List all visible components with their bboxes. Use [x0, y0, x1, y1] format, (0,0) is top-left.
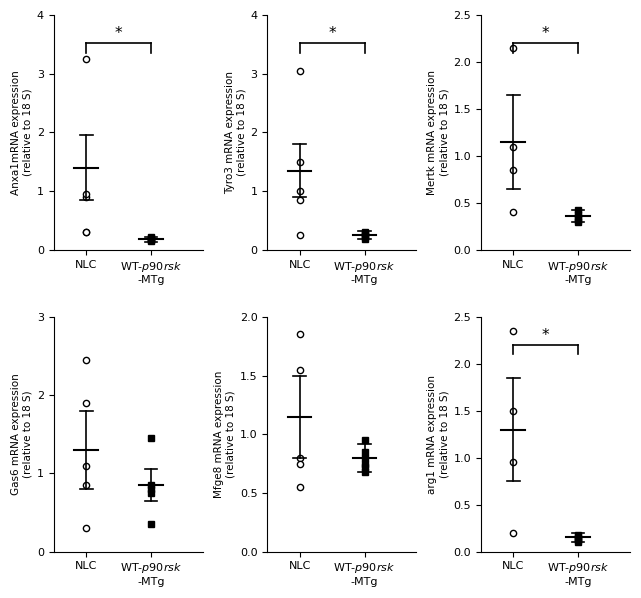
Text: *: *: [542, 26, 549, 41]
Y-axis label: Tyro3 mRNA expression
(relative to 18 S): Tyro3 mRNA expression (relative to 18 S): [224, 71, 246, 194]
Y-axis label: Gas6 mRNA expression
(relative to 18 S): Gas6 mRNA expression (relative to 18 S): [11, 373, 33, 495]
Y-axis label: Mfge8 mRNA expression
(relative to 18 S): Mfge8 mRNA expression (relative to 18 S): [214, 371, 236, 498]
Text: *: *: [115, 26, 122, 41]
Text: *: *: [542, 328, 549, 343]
Y-axis label: Anxa1mRNA expression
(relative to 18 S): Anxa1mRNA expression (relative to 18 S): [11, 70, 33, 195]
Text: *: *: [328, 26, 336, 41]
Y-axis label: arg1 mRNA expression
(relative to 18 S): arg1 mRNA expression (relative to 18 S): [428, 375, 449, 494]
Y-axis label: Mertk mRNA expression
(relative to 18 S): Mertk mRNA expression (relative to 18 S): [428, 70, 449, 195]
